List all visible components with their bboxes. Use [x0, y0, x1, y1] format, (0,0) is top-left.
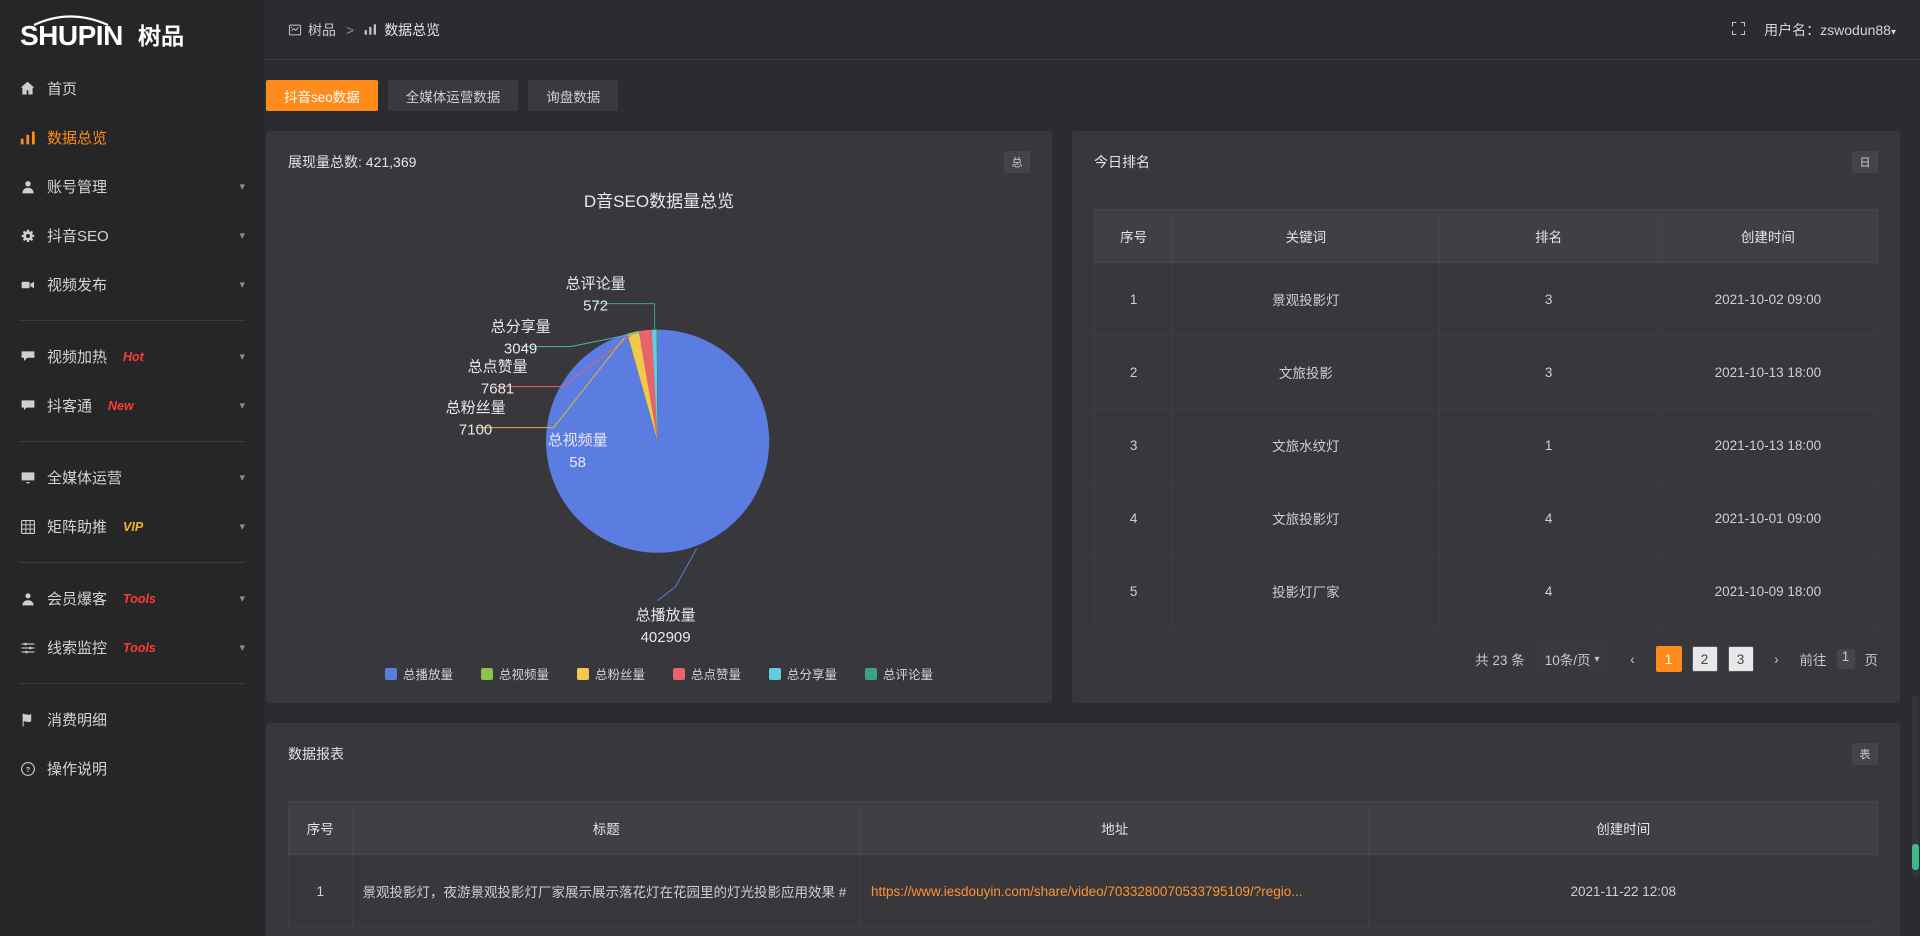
svg-text:总点赞量: 总点赞量 — [468, 359, 528, 376]
svg-text:树品: 树品 — [138, 23, 184, 49]
svg-text:3049: 3049 — [504, 341, 537, 358]
svg-text:7100: 7100 — [459, 422, 492, 439]
svg-text:?: ? — [25, 765, 29, 774]
svg-text:总评论量: 总评论量 — [566, 276, 626, 293]
svg-text:572: 572 — [583, 298, 608, 315]
svg-text:7681: 7681 — [481, 381, 514, 398]
svg-text:总粉丝量: 总粉丝量 — [446, 400, 506, 417]
svg-text:SHUPIN: SHUPIN — [20, 20, 123, 51]
svg-text:402909: 402909 — [641, 629, 691, 646]
svg-text:总播放量: 总播放量 — [636, 607, 696, 624]
svg-text:总分享量: 总分享量 — [491, 319, 551, 336]
svg-text:总视频量: 总视频量 — [548, 432, 608, 449]
svg-text:58: 58 — [569, 454, 586, 471]
